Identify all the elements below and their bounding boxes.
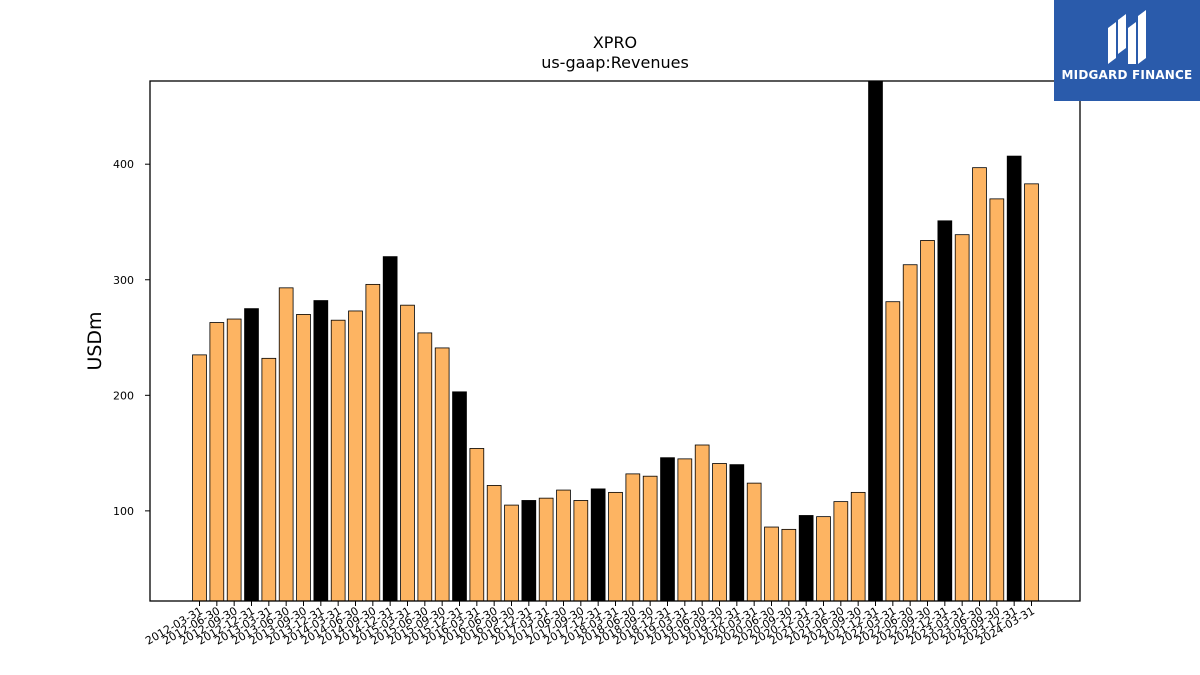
bar-2018-09-30 bbox=[642, 475, 658, 602]
bar-2013-09-30 bbox=[296, 314, 311, 602]
y-tick-label: 300 bbox=[113, 274, 134, 287]
plot-frame bbox=[149, 80, 1081, 602]
bar-2021-03-31 bbox=[816, 516, 831, 602]
x-ticks-group: 2012-03-312012-06-302012-09-302012-12-31… bbox=[143, 601, 1037, 648]
y-tick-label: 400 bbox=[113, 158, 134, 171]
bar-2023-09-30 bbox=[989, 198, 1005, 602]
bar-2019-12-31 bbox=[729, 464, 745, 602]
bar-2016-06-30 bbox=[486, 485, 502, 602]
bar-2016-03-31 bbox=[469, 448, 485, 602]
chart-subtitle: us-gaap:Revenues bbox=[541, 53, 689, 72]
bar-2019-09-30 bbox=[712, 463, 727, 602]
bar-2023-12-31 bbox=[1006, 155, 1022, 602]
bar-2018-06-30 bbox=[625, 473, 641, 602]
logo-text: MIDGARD FINANCE bbox=[1061, 68, 1193, 82]
y-axis-label: USDm bbox=[84, 311, 106, 370]
bar-2022-12-31 bbox=[937, 220, 953, 602]
bar-2013-06-30 bbox=[278, 287, 294, 602]
bar-2022-09-30 bbox=[920, 240, 935, 602]
bar-2013-12-31 bbox=[313, 300, 329, 602]
y-ticks-group: 100 200 300 400 bbox=[113, 158, 150, 518]
bar-2015-09-30 bbox=[434, 347, 450, 602]
bar-2015-03-31 bbox=[400, 304, 415, 602]
bar-2019-06-30 bbox=[694, 444, 710, 602]
bar-2016-12-31 bbox=[521, 500, 537, 602]
bar-2016-09-30 bbox=[504, 504, 519, 602]
bar-2012-06-30 bbox=[209, 322, 225, 602]
bar-2021-12-31 bbox=[868, 80, 883, 602]
bar-2014-03-31 bbox=[330, 319, 346, 602]
y-tick-label: 100 bbox=[113, 505, 134, 518]
bar-2014-06-30 bbox=[348, 310, 363, 602]
bar-2020-06-30 bbox=[764, 526, 779, 602]
bar-2017-06-30 bbox=[556, 489, 571, 602]
midgard-logo-icon bbox=[1108, 10, 1146, 64]
bar-2015-06-30 bbox=[417, 332, 433, 602]
bar-2021-09-30 bbox=[850, 491, 866, 602]
bar-2018-03-31 bbox=[608, 491, 623, 602]
y-tick-label: 200 bbox=[113, 389, 134, 402]
bar-2018-12-31 bbox=[660, 457, 675, 602]
bar-2020-09-30 bbox=[781, 528, 797, 602]
bars-group bbox=[192, 80, 1039, 602]
bar-2024-03-31 bbox=[1024, 183, 1039, 602]
bar-2014-12-31 bbox=[382, 256, 398, 602]
bar-2012-03-31 bbox=[192, 354, 207, 602]
chart-title: XPRO bbox=[593, 33, 637, 52]
bar-2021-06-30 bbox=[833, 501, 849, 602]
bar-2013-03-31 bbox=[261, 357, 277, 602]
bar-2017-12-31 bbox=[590, 488, 606, 602]
bar-2014-09-30 bbox=[365, 283, 381, 602]
bar-2012-12-31 bbox=[244, 308, 259, 602]
bar-2017-03-31 bbox=[538, 497, 554, 602]
bar-2020-03-31 bbox=[746, 482, 762, 602]
bar-2022-06-30 bbox=[902, 264, 918, 602]
bar-2015-12-31 bbox=[452, 391, 467, 602]
bar-2023-03-31 bbox=[954, 234, 970, 602]
bar-2020-12-31 bbox=[798, 515, 814, 602]
bar-2017-09-30 bbox=[573, 500, 589, 602]
midgard-finance-logo: MIDGARD FINANCE bbox=[1054, 0, 1200, 101]
bar-2019-03-31 bbox=[677, 458, 693, 602]
bar-2022-03-31 bbox=[885, 301, 901, 602]
bar-2012-09-30 bbox=[226, 318, 242, 602]
bar-2023-06-30 bbox=[972, 167, 987, 602]
